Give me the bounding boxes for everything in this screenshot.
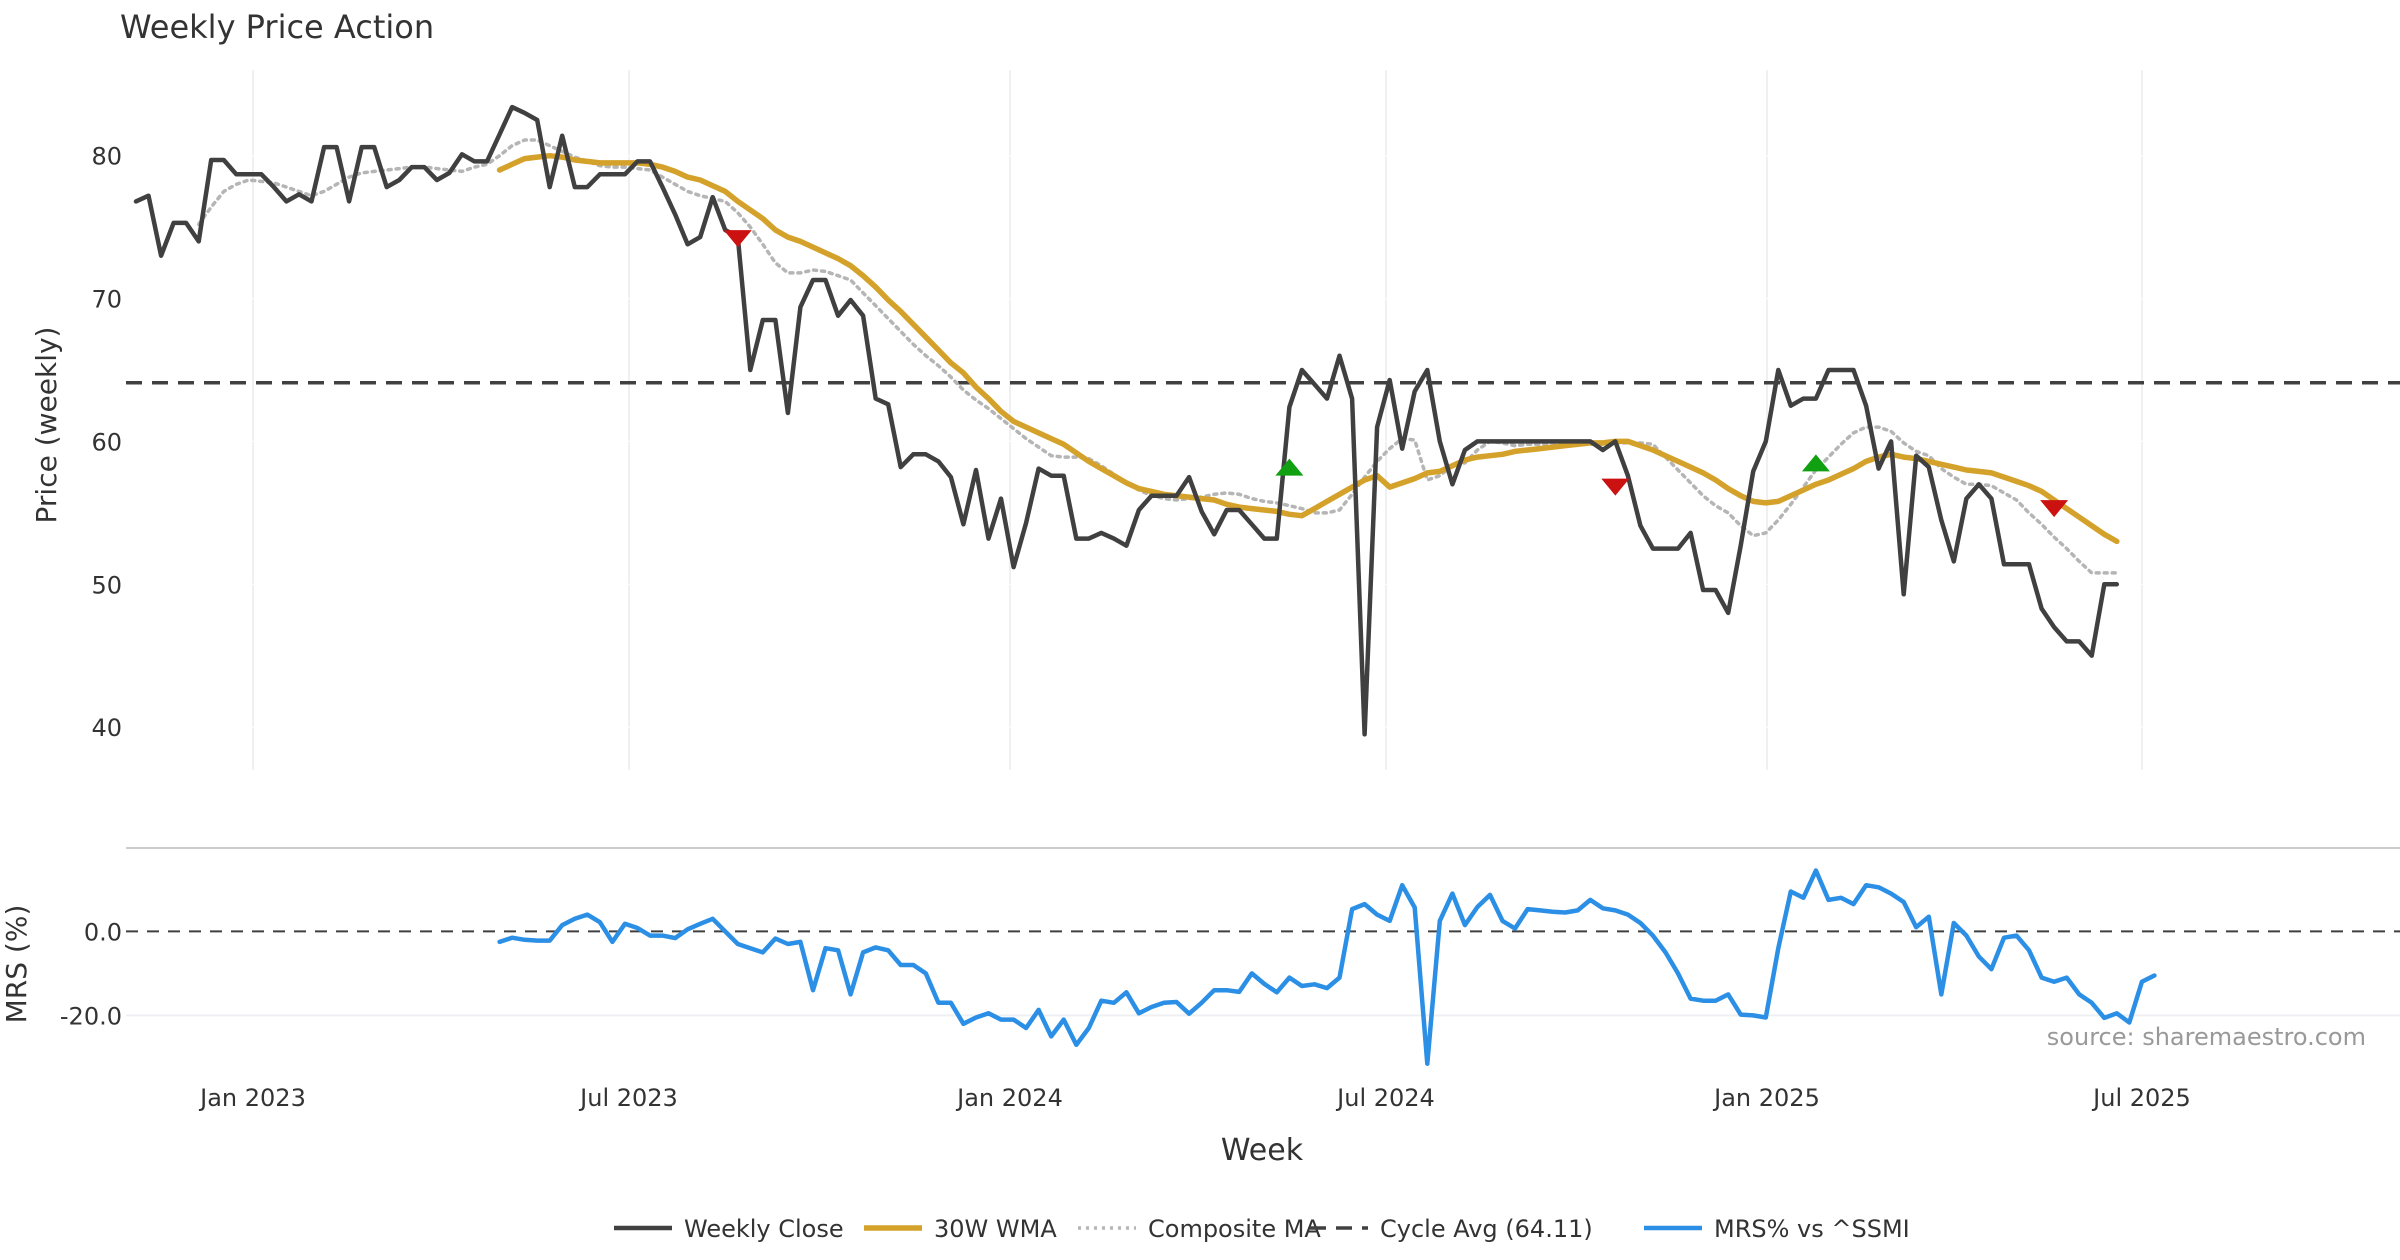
price-y-tick-label: 70 bbox=[91, 286, 122, 314]
sell-signal-marker bbox=[723, 230, 752, 248]
price-y-axis-label: Price (weekly) bbox=[30, 327, 63, 524]
signal-markers bbox=[723, 230, 2069, 518]
legend-label: Composite MA bbox=[1148, 1215, 1321, 1243]
series-layer bbox=[126, 104, 2400, 1066]
price-y-tick-label: 80 bbox=[91, 143, 122, 171]
price-grid bbox=[126, 70, 2400, 770]
x-axis-label: Week bbox=[1221, 1133, 1304, 1168]
price-y-ticks: 40 50 60 70 80 bbox=[91, 143, 122, 742]
x-axis-ticks: Jan 2023 Jul 2023 Jan 2024 Jul 2024 Jan 2025… bbox=[198, 1084, 2191, 1112]
series-line-30w-wma bbox=[496, 152, 2120, 545]
sell-signal-marker bbox=[1601, 478, 1630, 496]
chart-title: Weekly Price Action bbox=[120, 8, 434, 46]
legend-label: Cycle Avg (64.11) bbox=[1380, 1215, 1593, 1243]
series-line-composite-ma bbox=[196, 138, 2119, 575]
series-line-weekly-close bbox=[133, 104, 2120, 737]
buy-signal-marker bbox=[1801, 454, 1830, 472]
x-tick-label: Jan 2025 bbox=[1712, 1084, 1820, 1112]
price-y-tick-label: 60 bbox=[91, 428, 122, 456]
price-y-tick-label: 40 bbox=[91, 714, 122, 742]
mrs-y-tick-label: -20.0 bbox=[60, 1002, 122, 1030]
series-line-mrs-vs-ssmi bbox=[497, 868, 2157, 1066]
x-tick-label: Jul 2024 bbox=[1335, 1084, 1435, 1112]
x-tick-label: Jan 2023 bbox=[198, 1084, 306, 1112]
legend: Weekly Close 30W WMA Composite MA Cycle Avg… bbox=[614, 1215, 1910, 1243]
legend-label: Weekly Close bbox=[684, 1215, 844, 1243]
x-tick-label: Jul 2023 bbox=[578, 1084, 678, 1112]
mrs-y-ticks: -20.0 0.0 bbox=[60, 918, 122, 1030]
legend-label: 30W WMA bbox=[934, 1215, 1057, 1243]
price-y-tick-label: 50 bbox=[91, 571, 122, 599]
buy-signal-marker bbox=[1275, 458, 1304, 476]
x-tick-label: Jan 2024 bbox=[955, 1084, 1063, 1112]
sell-signal-marker bbox=[2040, 500, 2069, 518]
mrs-y-axis-label: MRS (%) bbox=[0, 905, 33, 1024]
x-tick-label: Jul 2025 bbox=[2091, 1084, 2191, 1112]
mrs-y-tick-label: 0.0 bbox=[84, 918, 122, 946]
legend-label: MRS% vs ^SSMI bbox=[1714, 1215, 1910, 1243]
source-text: source: sharemaestro.com bbox=[2047, 1023, 2366, 1051]
